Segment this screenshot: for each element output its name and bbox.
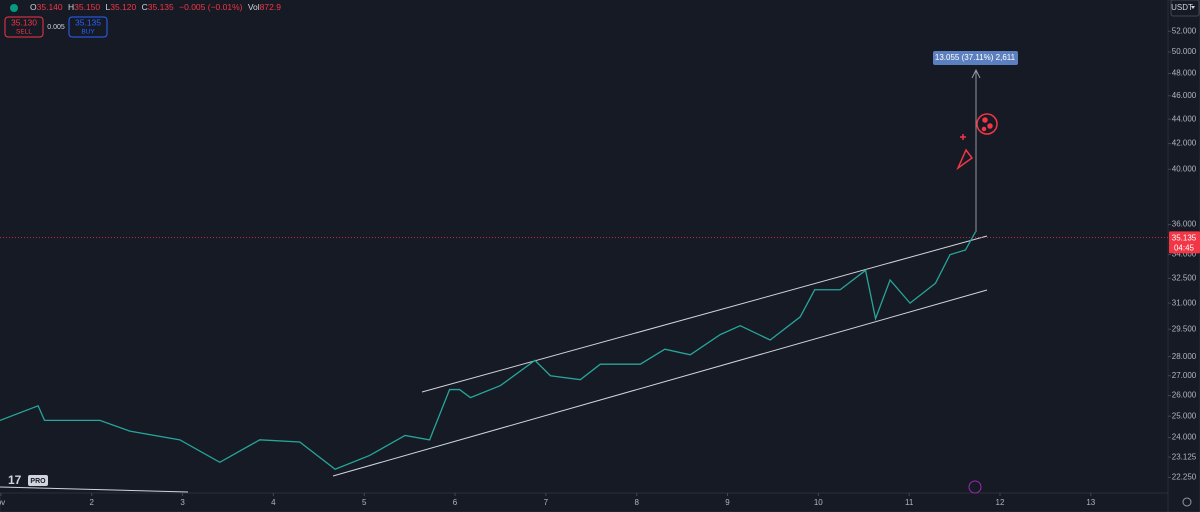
y-tick-label: 27.000	[1172, 371, 1197, 380]
x-tick-label: 9	[725, 498, 730, 507]
price-line	[0, 231, 977, 470]
x-tick-label: 10	[814, 498, 823, 507]
y-tick-label: 32.500	[1172, 273, 1197, 282]
y-tick-label: 44.000	[1172, 114, 1197, 123]
spread: 0.005	[47, 24, 65, 31]
sell-label: SELL	[16, 29, 32, 36]
channel-upper[interactable]	[421, 235, 988, 393]
legend-values: O35.140 H35.150 L35.120 C35.135 −0.005 (…	[30, 2, 281, 12]
label: L	[106, 2, 111, 12]
value: 35.150	[74, 2, 100, 12]
measure-label: 13.055 (37.11%) 2,611	[935, 53, 1016, 62]
trend-line[interactable]	[0, 486, 189, 493]
x-tick-label: 13	[1086, 498, 1095, 507]
currency: USDT	[1171, 3, 1193, 12]
x-tick-label: 8	[634, 498, 639, 507]
label: H	[68, 2, 74, 12]
logo-text: PRO	[30, 478, 46, 485]
x-tick-label: 3	[180, 498, 185, 507]
y-tick-label: 48.000	[1172, 69, 1197, 78]
x-tick-label: ov	[0, 498, 5, 507]
dropdown-icon	[1191, 6, 1195, 9]
alert-icon[interactable]	[968, 480, 982, 494]
y-tick-label: 34.000	[1172, 250, 1197, 259]
settings-icon[interactable]	[1182, 497, 1192, 507]
change: −0.005 (−0.01%)	[179, 2, 242, 12]
x-tick-label: 11	[905, 498, 914, 507]
y-tick-label: 31.000	[1172, 298, 1197, 307]
y-tick-label: 46.000	[1172, 91, 1197, 100]
price-axis	[1167, 0, 1200, 512]
value: 35.140	[37, 2, 63, 12]
last-price-label: 35.135	[1172, 233, 1197, 242]
label: O	[30, 2, 37, 12]
y-tick-label: 42.000	[1172, 139, 1197, 148]
value: 35.120	[110, 2, 136, 12]
measure-box	[933, 51, 1018, 65]
y-tick-label: 23.125	[1172, 452, 1197, 461]
sell-price: 35.130	[11, 17, 37, 27]
x-tick-label: 12	[996, 498, 1005, 507]
sell-button[interactable]	[4, 16, 44, 38]
value: 35.135	[148, 2, 174, 12]
x-tick-label: 5	[362, 498, 367, 507]
currency-button[interactable]	[1170, 0, 1200, 17]
buy-button[interactable]	[68, 16, 108, 38]
y-tick-label: 26.000	[1172, 391, 1197, 400]
last-price-box	[1169, 231, 1200, 254]
time-axis	[0, 492, 1169, 512]
value: 872.9	[260, 2, 282, 12]
y-tick-label: 50.000	[1172, 47, 1197, 56]
y-tick-label: 28.000	[1172, 352, 1197, 361]
y-tick-label: 25.000	[1172, 411, 1197, 420]
x-tick-label: 6	[453, 498, 458, 507]
y-tick-label: 29.500	[1172, 324, 1197, 333]
x-tick-label: 2	[90, 498, 95, 507]
countdown: 04:45	[1174, 243, 1195, 252]
label: C	[142, 2, 148, 12]
x-tick-label: 7	[544, 498, 549, 507]
buy-price: 35.135	[75, 17, 101, 27]
logo-mark: 17	[8, 473, 22, 487]
logo-badge	[28, 475, 48, 486]
channel-lower[interactable]	[332, 289, 988, 477]
sticker	[956, 113, 998, 171]
y-tick-label: 40.000	[1172, 164, 1197, 173]
x-tick-label: 4	[271, 498, 276, 507]
y-tick-label: 22.250	[1172, 473, 1197, 482]
status-dot	[10, 4, 18, 12]
y-tick-label: 24.000	[1172, 433, 1197, 442]
arrow-head	[971, 68, 981, 79]
y-tick-label: 36.000	[1172, 220, 1197, 229]
buy-label: BUY	[81, 29, 95, 36]
y-tick-label: 52.000	[1172, 26, 1197, 35]
label: Vol	[248, 2, 260, 12]
